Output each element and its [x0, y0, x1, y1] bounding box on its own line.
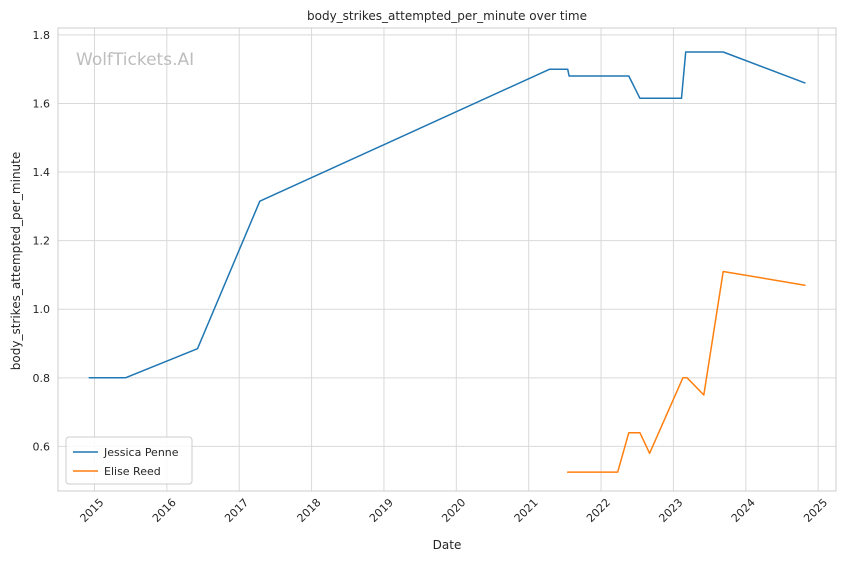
legend-box: [65, 436, 193, 485]
y-tick-label: 1.0: [33, 303, 51, 316]
y-tick-label: 0.6: [33, 440, 51, 453]
y-tick-label: 1.6: [33, 97, 51, 110]
x-axis-title: Date: [433, 538, 462, 552]
y-tick-label: 1.8: [33, 29, 51, 42]
series-lines: [88, 51, 806, 473]
grid: [58, 28, 836, 491]
legend-label-elise-reed: Elise Reed: [104, 465, 161, 478]
y-axis-ticks: 0.6 0.8 1.0 1.2 1.4 1.6 1.8: [33, 29, 51, 454]
y-axis-title: body_strikes_attempted_per_minute: [9, 152, 23, 370]
watermark: WolfTickets.AI: [76, 50, 194, 70]
plot-area-frame: [57, 27, 837, 492]
legend: Jessica Penne Elise Reed: [65, 436, 193, 485]
y-tick-label: 1.2: [33, 235, 51, 248]
series-line-elise-reed: [566, 270, 806, 473]
chart-title: body_strikes_attempted_per_minute over t…: [307, 9, 587, 23]
y-tick-label: 0.8: [33, 372, 51, 385]
x-axis-ticks: 2015 2016 2017 2018 2019 2020 2021 2022 2023 2024…: [78, 496, 831, 525]
y-tick-label: 1.4: [33, 166, 51, 179]
series-line-jessica-penne: [88, 51, 806, 379]
legend-label-jessica-penne: Jessica Penne: [103, 446, 179, 459]
